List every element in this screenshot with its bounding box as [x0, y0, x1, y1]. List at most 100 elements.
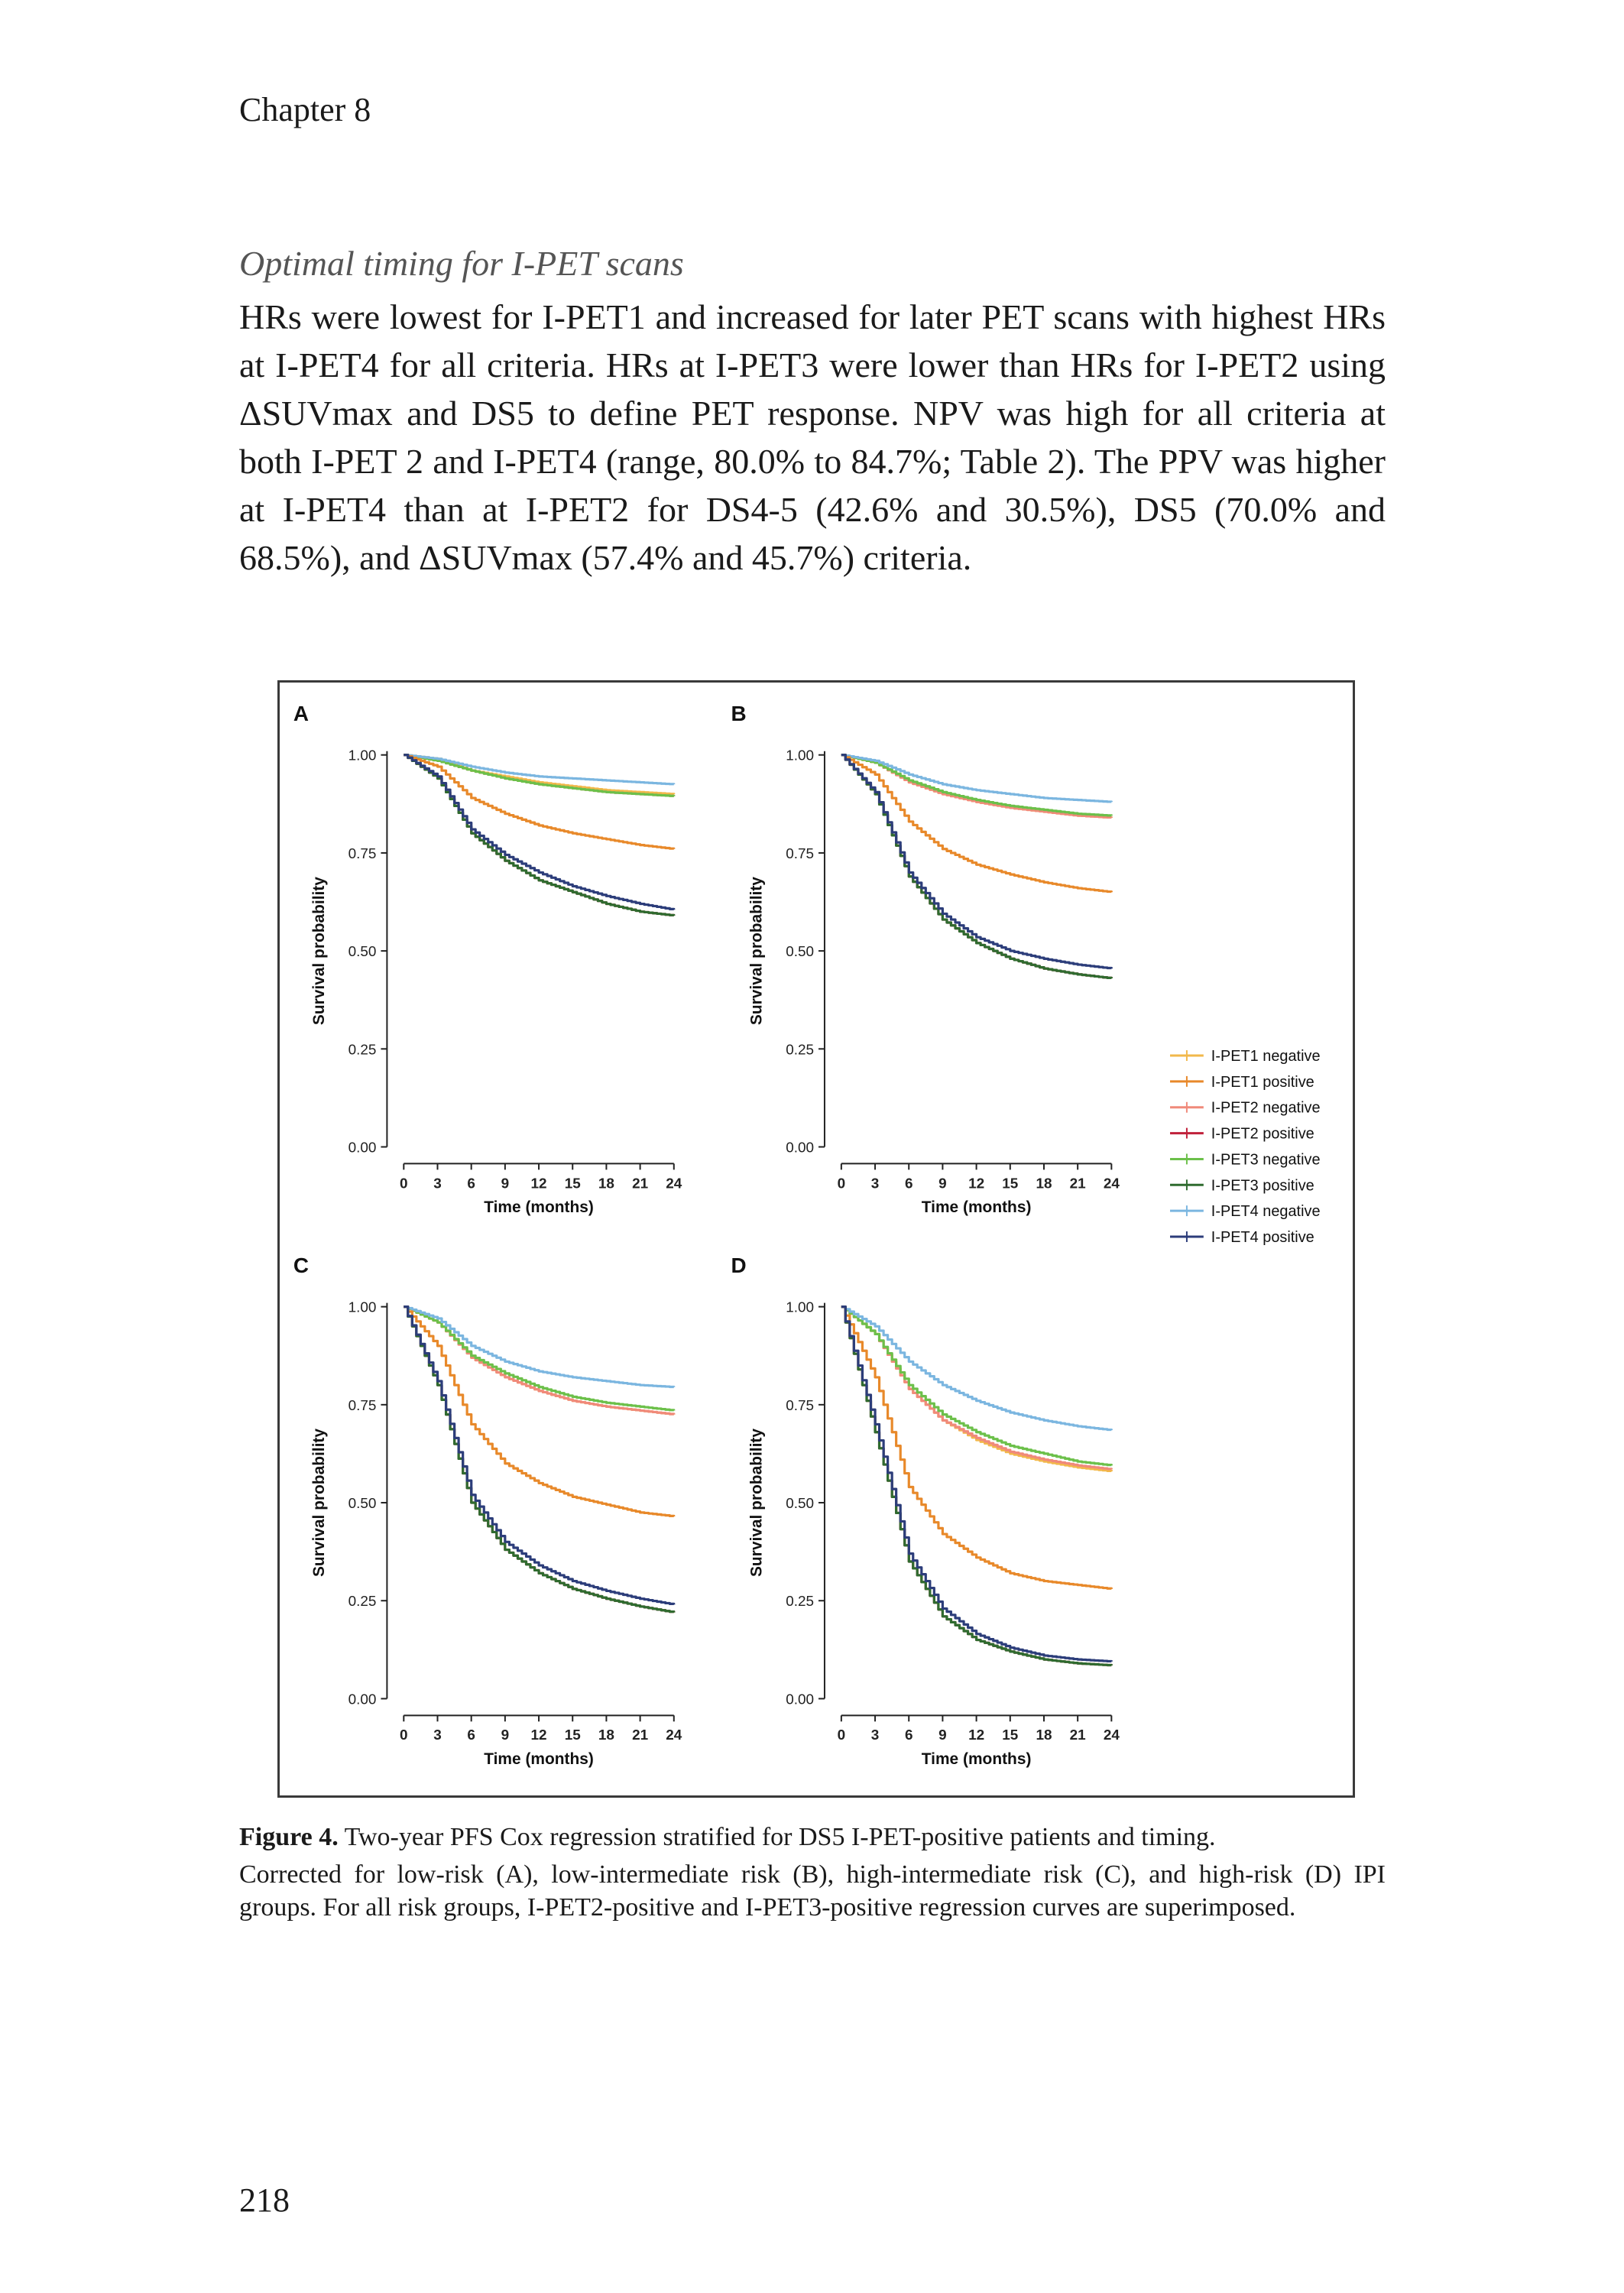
x-tick-label: 21	[632, 1176, 648, 1192]
panel-d: D 0.00 0.25 0.50 0.75 1.00 0 3 6 9 12 15 18 21 24 Time …	[731, 1254, 1120, 1768]
legend-label: I-PET1 negative	[1211, 1048, 1321, 1065]
x-axis-title: Time (months)	[484, 1198, 594, 1216]
series-line-i-pet2-positive	[404, 754, 676, 916]
panel-label: D	[731, 1254, 746, 1277]
x-tick-label: 21	[632, 1727, 648, 1743]
y-tick-label: 0.00	[348, 1140, 377, 1156]
x-tick-label: 3	[433, 1176, 442, 1192]
figure-label: Figure 4.	[239, 1823, 339, 1851]
x-tick-label: 9	[938, 1727, 947, 1743]
series-line-i-pet4-positive	[841, 1305, 1113, 1663]
y-tick-label: 1.00	[348, 748, 377, 764]
x-axis-title: Time (months)	[922, 1198, 1032, 1216]
y-tick-label: 0.00	[786, 1140, 814, 1156]
chapter-header: Chapter 8	[239, 91, 371, 128]
series-line-i-pet4-negative	[404, 1305, 676, 1389]
x-tick-label: 24	[1104, 1727, 1120, 1743]
figure-4: A 0.00 0.25 0.50 0.75 1.00 0 3 6 9 12 15 18 21 24 Time …	[277, 680, 1355, 1798]
x-tick-label: 6	[467, 1176, 475, 1192]
y-tick-label: 0.75	[786, 846, 814, 862]
x-tick-label: 3	[433, 1727, 442, 1743]
x-tick-label: 12	[531, 1727, 547, 1743]
y-tick-label: 1.00	[348, 1300, 377, 1316]
x-tick-label: 9	[938, 1176, 947, 1192]
x-tick-label: 0	[838, 1727, 846, 1743]
x-tick-label: 15	[1002, 1727, 1018, 1743]
y-tick-label: 0.00	[348, 1691, 377, 1708]
x-tick-label: 18	[1036, 1176, 1052, 1192]
series-line-i-pet3-negative	[841, 754, 1113, 817]
x-tick-label: 18	[598, 1727, 614, 1743]
legend: I-PET1 negative I-PET1 positive I-PET2 neg…	[1170, 1048, 1321, 1246]
y-tick-label: 0.75	[348, 1398, 377, 1414]
y-tick-label: 0.75	[786, 1398, 814, 1414]
x-tick-label: 24	[666, 1176, 682, 1192]
x-tick-label: 12	[968, 1727, 984, 1743]
y-tick-label: 0.25	[786, 1042, 814, 1058]
x-tick-label: 9	[501, 1727, 510, 1743]
x-tick-label: 6	[905, 1727, 913, 1743]
x-tick-label: 21	[1070, 1176, 1086, 1192]
series-line-i-pet1-positive	[404, 754, 676, 850]
x-axis-title: Time (months)	[484, 1750, 594, 1768]
y-tick-label: 0.50	[786, 1496, 814, 1512]
series-line-i-pet2-positive	[841, 1305, 1113, 1667]
legend-label: I-PET4 positive	[1211, 1229, 1314, 1246]
y-axis-title: Survival probability	[747, 1429, 765, 1577]
x-tick-label: 18	[598, 1176, 614, 1192]
x-tick-label: 15	[565, 1727, 581, 1743]
series-line-i-pet4-positive	[841, 754, 1113, 970]
x-tick-label: 24	[666, 1727, 682, 1743]
y-tick-label: 1.00	[786, 1300, 814, 1316]
y-tick-label: 0.50	[348, 944, 377, 960]
series-line-i-pet3-positive	[841, 1305, 1113, 1667]
x-tick-label: 12	[531, 1176, 547, 1192]
y-tick-label: 0.75	[348, 846, 377, 862]
series-line-i-pet3-negative	[404, 1305, 676, 1412]
series-line-i-pet1-positive	[841, 1305, 1113, 1590]
series-line-i-pet4-negative	[404, 754, 676, 786]
legend-label: I-PET2 positive	[1211, 1126, 1314, 1143]
series-line-i-pet3-negative	[404, 754, 676, 797]
body-paragraph: HRs were lowest for I-PET1 and increased…	[239, 297, 1386, 577]
y-axis-title: Survival probability	[310, 877, 328, 1025]
section-heading: Optimal timing for I-PET scans	[239, 244, 684, 283]
x-tick-label: 21	[1070, 1727, 1086, 1743]
caption-text: Corrected for low-risk (A), low-intermed…	[239, 1860, 1386, 1922]
x-tick-label: 0	[400, 1176, 408, 1192]
x-tick-label: 6	[467, 1727, 475, 1743]
x-tick-label: 6	[905, 1176, 913, 1192]
page-number: 218	[239, 2181, 290, 2219]
series-line-i-pet1-positive	[404, 1305, 676, 1517]
y-tick-label: 0.25	[786, 1594, 814, 1610]
x-tick-label: 3	[871, 1176, 880, 1192]
x-tick-label: 15	[1002, 1176, 1018, 1192]
y-tick-label: 0.25	[348, 1042, 377, 1058]
panel-label: B	[731, 702, 746, 725]
km-survival-figure: A 0.00 0.25 0.50 0.75 1.00 0 3 6 9 12 15 18 21 24 Time …	[293, 702, 1321, 1768]
x-tick-label: 9	[501, 1176, 510, 1192]
y-tick-label: 1.00	[786, 748, 814, 764]
panel-label: A	[293, 702, 309, 725]
series-line-i-pet4-negative	[841, 1305, 1113, 1432]
y-tick-label: 0.50	[348, 1496, 377, 1512]
legend-label: I-PET2 negative	[1211, 1100, 1321, 1117]
panel-a: A 0.00 0.25 0.50 0.75 1.00 0 3 6 9 12 15 18 21 24 Time …	[293, 702, 682, 1216]
x-tick-label: 18	[1036, 1727, 1052, 1743]
x-axis-title: Time (months)	[922, 1750, 1032, 1768]
x-tick-label: 15	[565, 1176, 581, 1192]
panel-label: C	[293, 1254, 309, 1277]
y-tick-label: 0.25	[348, 1594, 377, 1610]
y-tick-label: 0.50	[786, 944, 814, 960]
series-line-i-pet4-positive	[404, 754, 676, 910]
figure-title: Two-year PFS Cox regression stratified f…	[344, 1823, 1216, 1851]
y-tick-label: 0.00	[786, 1691, 814, 1708]
series-line-i-pet3-positive	[404, 754, 676, 916]
x-tick-label: 0	[838, 1176, 846, 1192]
series-line-i-pet1-positive	[841, 754, 1113, 894]
y-axis-title: Survival probability	[747, 877, 765, 1025]
legend-label: I-PET3 negative	[1211, 1151, 1321, 1168]
legend-label: I-PET1 positive	[1211, 1074, 1314, 1091]
panel-c: C 0.00 0.25 0.50 0.75 1.00 0 3 6 9 12 15 18 21 24 Time …	[293, 1254, 682, 1768]
x-tick-label: 12	[968, 1176, 984, 1192]
